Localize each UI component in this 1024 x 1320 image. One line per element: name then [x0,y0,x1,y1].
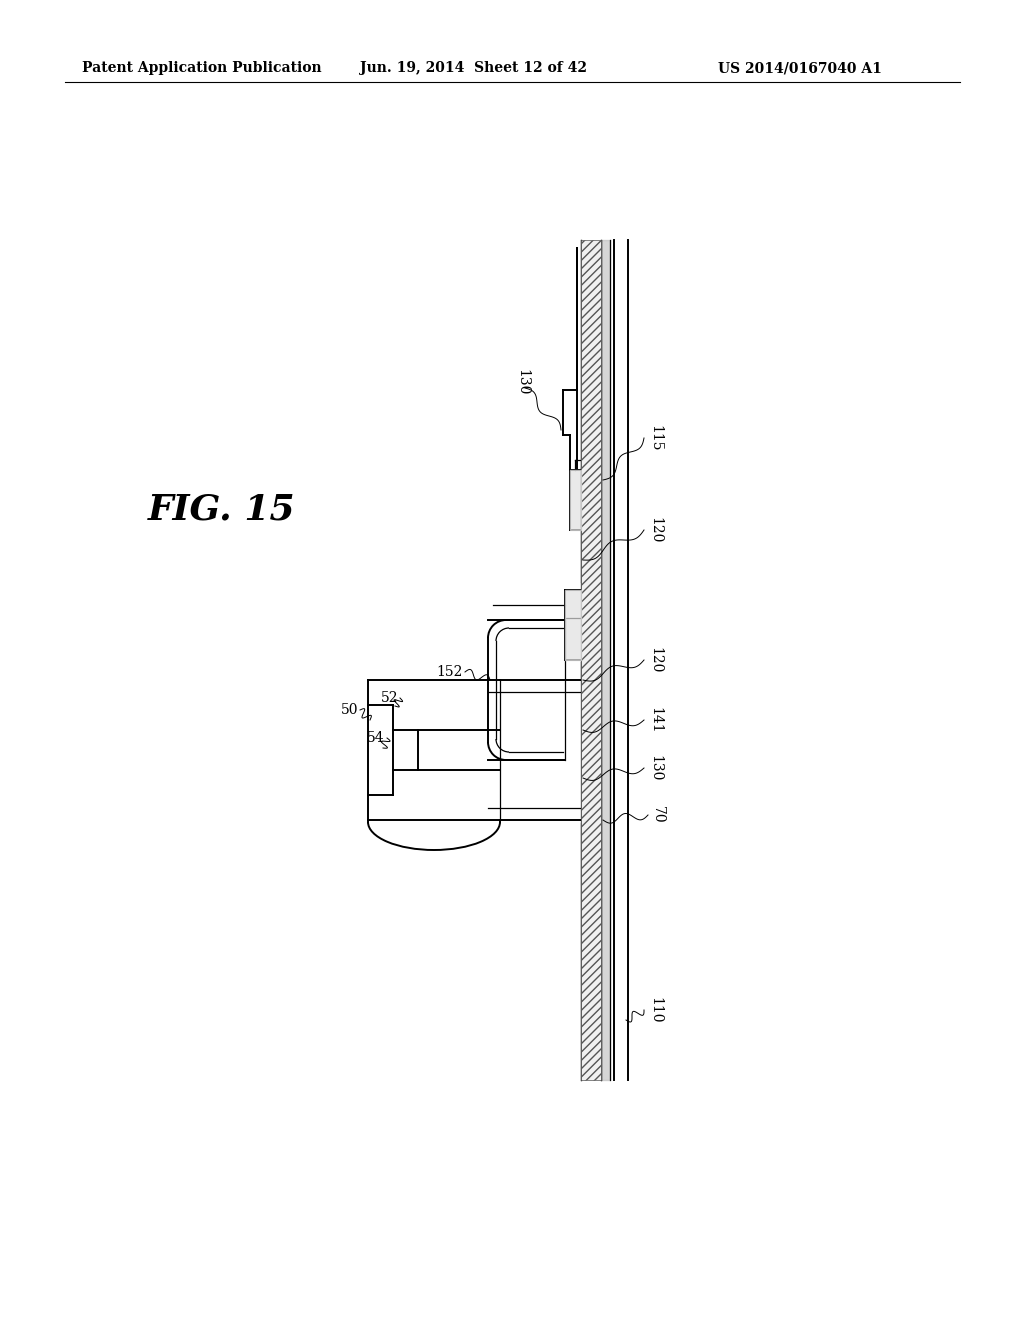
Text: 152: 152 [436,665,463,678]
Text: Jun. 19, 2014  Sheet 12 of 42: Jun. 19, 2014 Sheet 12 of 42 [360,61,587,75]
Text: 130: 130 [515,368,529,395]
Text: FIG. 15: FIG. 15 [148,492,296,527]
Text: 130: 130 [648,755,662,781]
Text: 52: 52 [381,690,398,705]
Text: 70: 70 [651,807,665,824]
Text: 115: 115 [648,425,662,451]
Bar [581,240,601,1080]
Text: 110: 110 [648,997,662,1023]
Text: 141: 141 [648,706,662,734]
Text: 50: 50 [341,704,358,717]
Text: 54: 54 [368,731,385,744]
Text: 120: 120 [648,517,662,544]
Text: Patent Application Publication: Patent Application Publication [82,61,322,75]
Text: US 2014/0167040 A1: US 2014/0167040 A1 [718,61,882,75]
Text: 120: 120 [648,647,662,673]
